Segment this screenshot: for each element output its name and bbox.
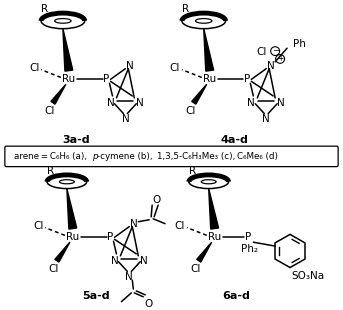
- Text: N: N: [262, 114, 270, 124]
- Polygon shape: [63, 29, 73, 71]
- Text: Cl: Cl: [29, 63, 39, 73]
- FancyBboxPatch shape: [5, 146, 338, 167]
- Polygon shape: [67, 188, 77, 229]
- Polygon shape: [192, 84, 207, 104]
- Text: Cl: Cl: [191, 264, 201, 273]
- Text: N: N: [267, 61, 275, 71]
- Text: p: p: [92, 152, 97, 161]
- Text: O: O: [144, 299, 152, 309]
- Text: 3a-d: 3a-d: [62, 135, 90, 145]
- Text: N: N: [127, 61, 134, 71]
- Text: arene = C₆H₆ (a),: arene = C₆H₆ (a),: [14, 152, 89, 161]
- Text: Cl: Cl: [256, 47, 267, 57]
- Text: R: R: [182, 4, 189, 14]
- Text: Cl: Cl: [45, 106, 55, 116]
- Text: P: P: [103, 74, 110, 84]
- Text: Ru: Ru: [203, 74, 216, 84]
- Text: P: P: [244, 74, 250, 84]
- Text: Cl: Cl: [170, 63, 180, 73]
- Text: Ph₂: Ph₂: [241, 244, 258, 254]
- Text: 4a-d: 4a-d: [221, 135, 248, 145]
- Polygon shape: [51, 84, 66, 104]
- Text: Cl: Cl: [186, 106, 196, 116]
- Polygon shape: [204, 29, 214, 71]
- Text: R: R: [189, 166, 197, 176]
- Text: N: N: [140, 256, 148, 266]
- Polygon shape: [209, 188, 218, 229]
- Text: -cymene (b),  1,3,5-C₆H₃Me₃ (c), C₆Me₆ (d): -cymene (b), 1,3,5-C₆H₃Me₃ (c), C₆Me₆ (d…: [97, 152, 277, 161]
- Text: N: N: [247, 98, 255, 108]
- Text: Cl: Cl: [33, 221, 43, 231]
- Text: Cl: Cl: [175, 221, 185, 231]
- Text: Ph: Ph: [293, 39, 305, 49]
- Text: −: −: [272, 46, 279, 55]
- Text: N: N: [110, 256, 118, 266]
- Text: P: P: [107, 232, 114, 242]
- Text: R: R: [42, 4, 49, 14]
- Text: N: N: [121, 114, 129, 124]
- Text: 6a-d: 6a-d: [223, 291, 250, 301]
- Text: Ru: Ru: [62, 74, 75, 84]
- Text: O: O: [152, 195, 160, 205]
- Text: N: N: [107, 98, 114, 108]
- Polygon shape: [197, 242, 212, 262]
- Text: N: N: [126, 272, 133, 282]
- Text: 5a-d: 5a-d: [82, 291, 109, 301]
- Text: P: P: [245, 232, 251, 242]
- Text: Ru: Ru: [66, 232, 80, 242]
- Text: Cl: Cl: [49, 264, 59, 273]
- Text: N: N: [130, 219, 138, 229]
- Text: Ru: Ru: [208, 232, 221, 242]
- Text: +: +: [277, 55, 283, 64]
- Text: N: N: [277, 98, 285, 108]
- Text: N: N: [137, 98, 144, 108]
- Polygon shape: [55, 242, 70, 262]
- Text: SO₃Na: SO₃Na: [291, 271, 324, 281]
- Text: R: R: [47, 166, 55, 176]
